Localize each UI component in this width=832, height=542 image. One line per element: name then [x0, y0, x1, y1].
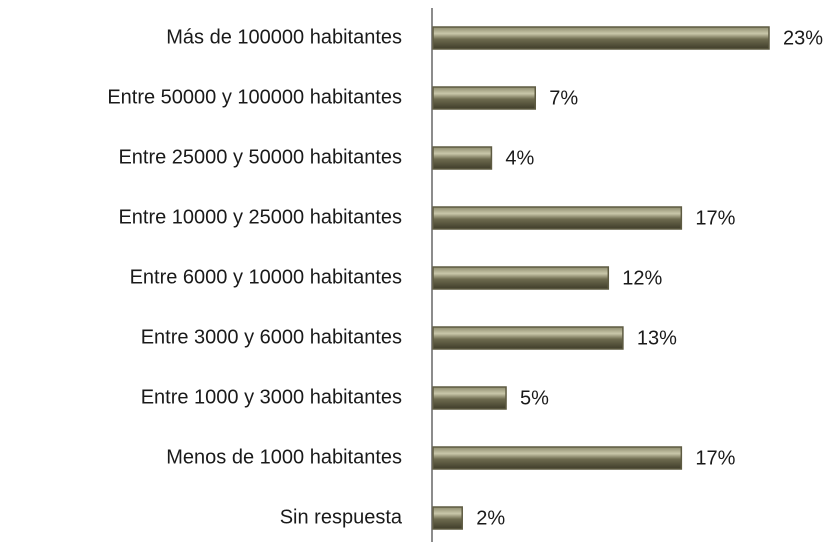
category-label: Entre 1000 y 3000 habitantes: [141, 386, 402, 408]
value-label: 12%: [622, 267, 662, 289]
value-label: 23%: [783, 27, 823, 49]
value-label: 4%: [505, 147, 534, 169]
category-label: Sin respuesta: [280, 506, 403, 528]
category-label: Entre 10000 y 25000 habitantes: [118, 206, 402, 228]
value-label: 2%: [476, 507, 505, 529]
value-label: 17%: [695, 447, 735, 469]
value-label: 17%: [695, 207, 735, 229]
category-label: Entre 6000 y 10000 habitantes: [130, 266, 402, 288]
bar: [432, 146, 493, 170]
bar: [432, 446, 683, 470]
category-label: Menos de 1000 habitantes: [166, 446, 402, 468]
bar: [432, 326, 624, 350]
value-label: 13%: [637, 327, 677, 349]
bar: [432, 86, 537, 110]
bar: [432, 386, 507, 410]
category-label: Entre 50000 y 100000 habitantes: [107, 86, 402, 108]
value-label: 7%: [549, 87, 578, 109]
bar: [432, 266, 610, 290]
bar: [432, 506, 463, 530]
bar: [432, 26, 770, 50]
value-label: 5%: [520, 387, 549, 409]
category-label: Más de 100000 habitantes: [166, 26, 402, 48]
category-label: Entre 25000 y 50000 habitantes: [118, 146, 402, 168]
category-label: Entre 3000 y 6000 habitantes: [141, 326, 402, 348]
bar: [432, 206, 683, 230]
